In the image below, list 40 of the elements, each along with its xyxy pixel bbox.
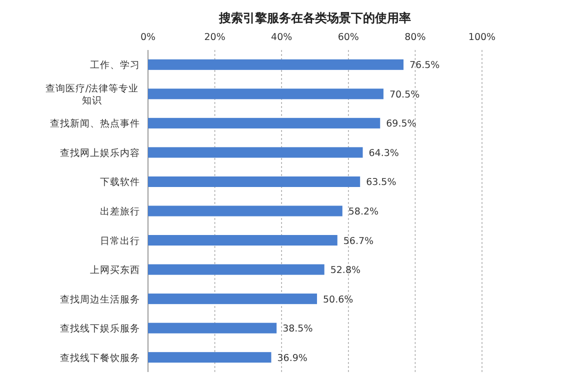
bar (148, 88, 384, 100)
y-tick-label: 日常出行 (100, 234, 140, 247)
y-tick-label: 查找线下娱乐服务 (60, 322, 140, 335)
x-tick-label: 20% (204, 32, 226, 43)
bar (148, 294, 318, 304)
bar (148, 235, 338, 246)
bar (148, 147, 363, 158)
data-label: 38.5% (282, 324, 313, 335)
y-tick-label: 查找线下餐饮服务 (60, 352, 140, 364)
data-label: 56.7% (343, 236, 374, 247)
x-tick-label: 0% (140, 32, 156, 43)
bar (148, 352, 272, 363)
y-tick-label: 下载软件 (100, 176, 140, 188)
x-tick-label: 80% (404, 32, 426, 43)
data-label: 76.5% (410, 60, 440, 72)
data-label: 52.8% (330, 265, 361, 276)
y-tick-label: 上网买东西 (90, 264, 140, 276)
chart-title: 搜索引擎服务在各类场景下的使用率 (218, 11, 411, 25)
y-tick-label: 查找周边生活服务 (60, 293, 140, 306)
bar (148, 59, 404, 70)
y-tick-label: 查找新闻、热点事件 (50, 118, 140, 130)
y-tick-label: 查询医疗/法律等专业知识 (45, 82, 139, 106)
bar (148, 118, 380, 128)
data-label: 36.9% (277, 352, 308, 364)
y-tick-label: 查找网上娱乐内容 (60, 146, 140, 159)
bar (148, 176, 360, 187)
data-label: 58.2% (348, 206, 379, 218)
data-label: 63.5% (366, 177, 396, 188)
x-tick-label: 60% (338, 32, 359, 43)
y-tick-label: 出差旅行 (100, 206, 140, 218)
x-tick-label: 40% (271, 32, 292, 43)
bar (148, 322, 277, 334)
data-label: 69.5% (386, 118, 416, 130)
bar (148, 206, 342, 216)
data-label: 64.3% (368, 148, 399, 159)
x-tick-label: 100% (468, 32, 496, 43)
data-label: 70.5% (389, 89, 420, 100)
data-label: 50.6% (323, 294, 354, 306)
y-tick-label: 工作、学习 (90, 59, 140, 72)
bar (148, 264, 324, 275)
